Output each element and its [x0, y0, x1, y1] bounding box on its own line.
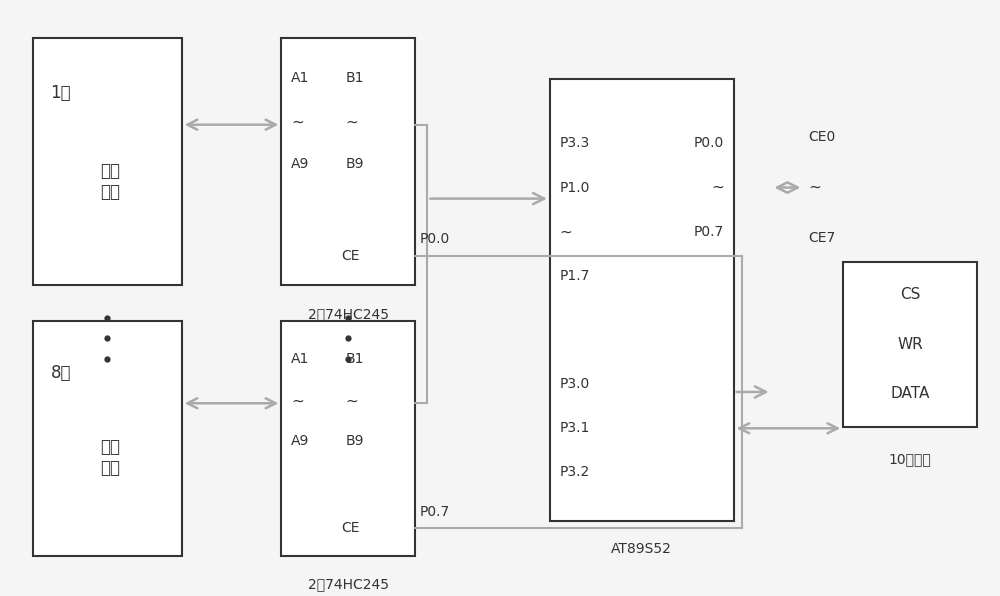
Text: A9: A9	[291, 434, 310, 448]
Text: 8号: 8号	[51, 364, 71, 381]
Bar	[843, 262, 977, 427]
Text: P0.7: P0.7	[694, 225, 724, 239]
Text: CE: CE	[341, 249, 359, 263]
Text: B1: B1	[346, 71, 364, 85]
Text: P3.1: P3.1	[560, 421, 590, 435]
Text: ~: ~	[346, 114, 359, 130]
Text: P3.3: P3.3	[560, 136, 590, 150]
Bar	[33, 38, 182, 285]
Bar	[33, 321, 182, 557]
Bar	[281, 38, 415, 285]
Text: 10位液晶: 10位液晶	[889, 452, 932, 466]
Text: ~: ~	[711, 180, 724, 195]
Text: ~: ~	[291, 393, 304, 408]
Text: ~: ~	[291, 114, 304, 130]
Text: P3.2: P3.2	[560, 465, 590, 479]
Text: P0.0: P0.0	[419, 232, 450, 246]
Text: CE7: CE7	[808, 231, 836, 246]
Text: P3.0: P3.0	[560, 377, 590, 391]
Text: A1: A1	[291, 352, 310, 365]
Text: P1.7: P1.7	[560, 269, 590, 283]
Text: A1: A1	[291, 71, 310, 85]
Bar	[550, 79, 734, 521]
Text: 探测
模块: 探测 模块	[100, 438, 120, 477]
Text: WR: WR	[897, 337, 923, 352]
Text: B1: B1	[346, 352, 364, 365]
Text: P0.7: P0.7	[419, 505, 450, 519]
Text: CS: CS	[900, 287, 920, 302]
Text: CE: CE	[341, 521, 359, 535]
Text: 2片74HC245: 2片74HC245	[308, 307, 389, 321]
Text: P0.0: P0.0	[694, 136, 724, 150]
Text: ~: ~	[346, 393, 359, 408]
Text: DATA: DATA	[891, 386, 930, 401]
Text: 探测
模块: 探测 模块	[100, 162, 120, 201]
Text: AT89S52: AT89S52	[611, 542, 672, 556]
Text: 1号: 1号	[51, 83, 71, 101]
Text: ~: ~	[560, 224, 572, 239]
Text: P1.0: P1.0	[560, 181, 590, 194]
Bar	[281, 321, 415, 557]
Text: B9: B9	[346, 157, 364, 171]
Text: CE0: CE0	[808, 130, 836, 144]
Text: A9: A9	[291, 157, 310, 171]
Text: 2片74HC245: 2片74HC245	[308, 578, 389, 592]
Text: B9: B9	[346, 434, 364, 448]
Text: ~: ~	[808, 180, 821, 195]
